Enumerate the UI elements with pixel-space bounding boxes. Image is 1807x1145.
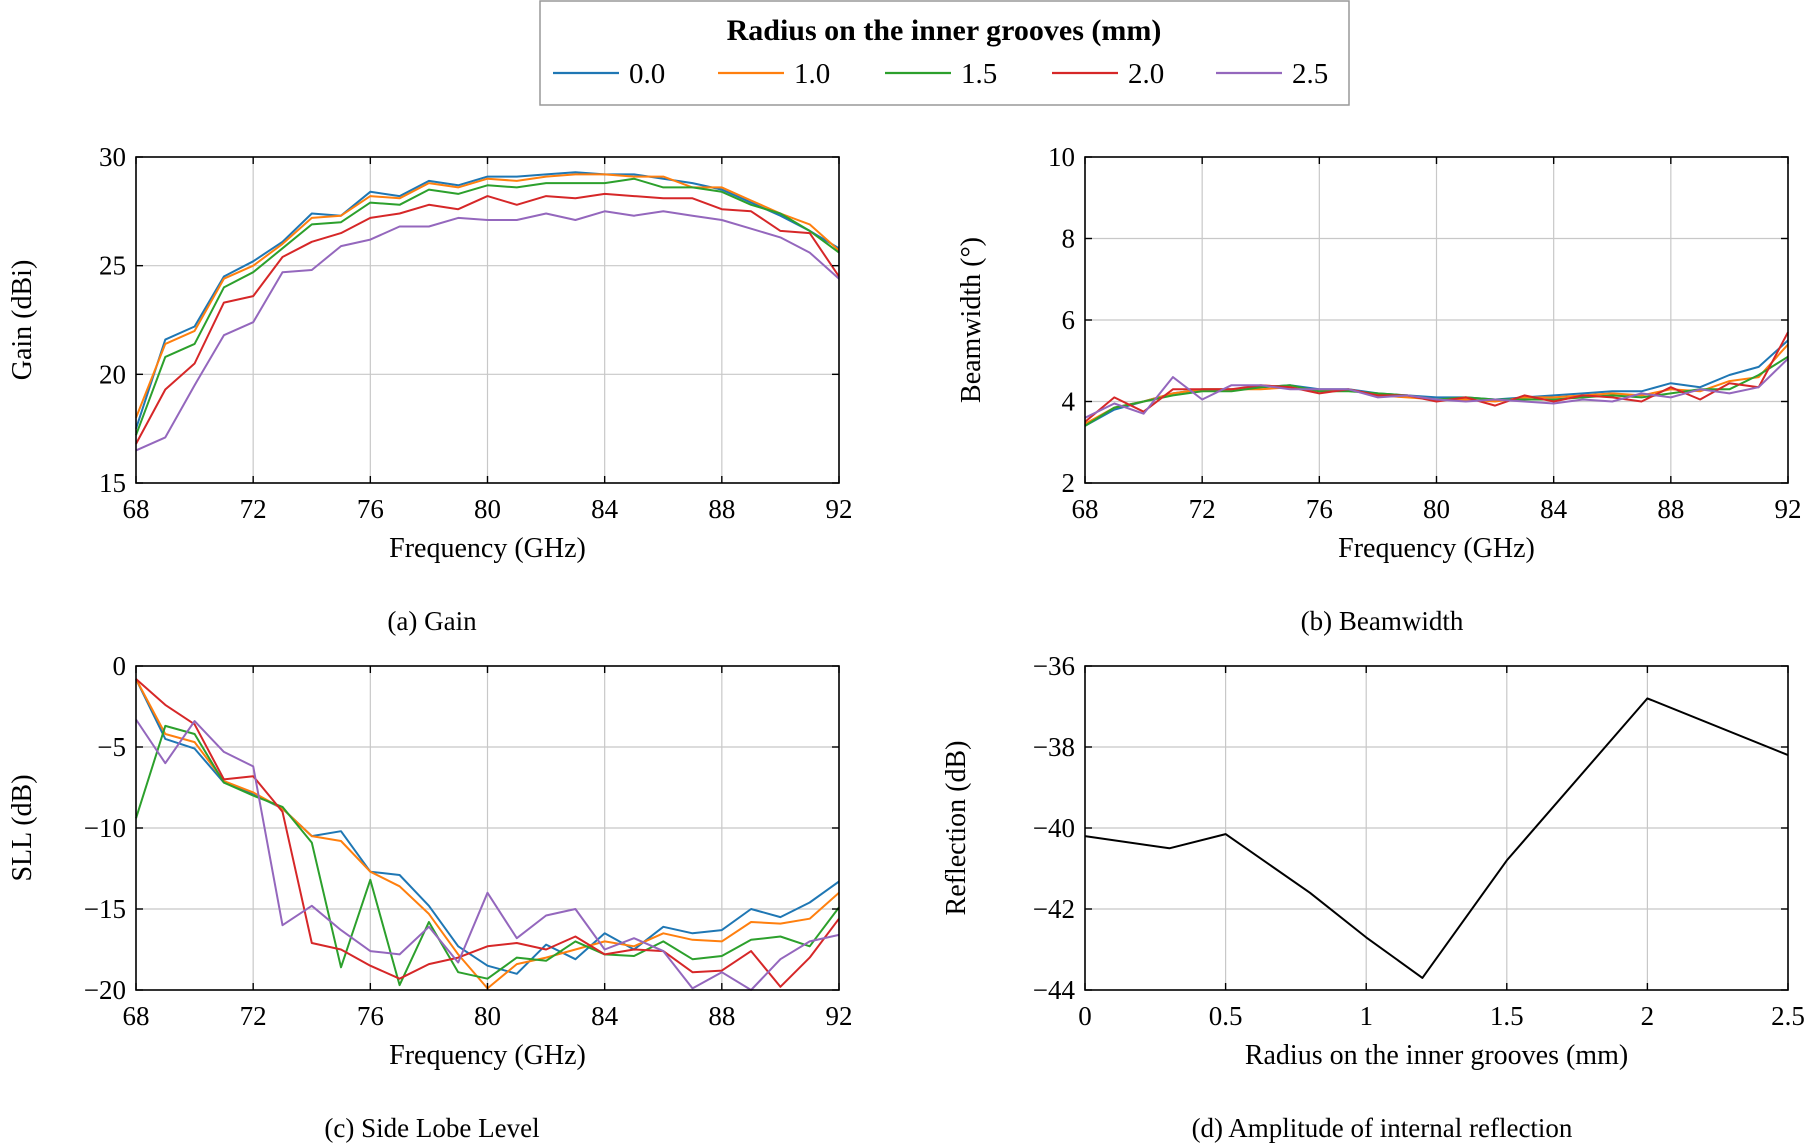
legend-label: 2.5 — [1292, 58, 1328, 90]
series-line-1-5 — [135, 177, 840, 436]
legend-label: 0.0 — [629, 58, 665, 90]
x-tick-label: 76 — [357, 1001, 384, 1031]
series-line-1-5 — [135, 724, 840, 987]
x-tick-label: 84 — [1540, 494, 1568, 524]
y-tick-label: 20 — [99, 359, 126, 389]
y-tick-label: 4 — [1062, 387, 1076, 417]
panel-caption: (a) Gain — [387, 606, 477, 636]
x-tick-label: 1.5 — [1490, 1001, 1524, 1031]
grid — [136, 666, 839, 990]
x-axis-label: Frequency (GHz) — [1338, 533, 1535, 564]
x-axis-label: Radius on the inner grooves (mm) — [1245, 1040, 1628, 1071]
x-tick-label: 88 — [708, 494, 735, 524]
series-group — [135, 171, 840, 452]
panel-gain: (a) Gain 68 72 76 80 84 88 92 15 20 25 30 Frequency… — [7, 142, 853, 636]
x-tick-label: 1 — [1359, 1001, 1373, 1031]
grid — [1085, 666, 1788, 990]
legend: Radius on the inner grooves (mm) 0.0 1.0 1… — [539, 0, 1350, 106]
y-axis-label: Reflection (dB) — [941, 741, 972, 916]
panel-caption: (d) Amplitude of internal reflection — [1192, 1113, 1573, 1143]
x-tick-label: 92 — [826, 1001, 853, 1031]
x-tick-label: 80 — [474, 1001, 501, 1031]
y-tick-label: 8 — [1062, 224, 1076, 254]
y-tick-label: −20 — [84, 975, 126, 1005]
ticks: 0 0.5 1 1.5 2 2.5 −44 −42 −40 −38 −36 — [1033, 651, 1805, 1031]
y-tick-label: −15 — [84, 894, 126, 924]
x-tick-label: 88 — [708, 1001, 735, 1031]
y-tick-label: −5 — [97, 732, 126, 762]
x-axis-label: Frequency (GHz) — [389, 1040, 586, 1071]
series-line-reflection — [1084, 697, 1789, 979]
y-tick-label: 10 — [1048, 142, 1075, 172]
series-line-2-0 — [1084, 331, 1789, 423]
ticks: 68 72 76 80 84 88 92 15 20 25 30 — [99, 142, 853, 524]
y-tick-label: 30 — [99, 142, 126, 172]
x-tick-label: 92 — [826, 494, 853, 524]
x-tick-label: 68 — [123, 494, 150, 524]
x-tick-label: 72 — [240, 1001, 267, 1031]
legend-label: 1.0 — [794, 58, 830, 90]
series-group — [1084, 331, 1789, 427]
series-line-2-5 — [135, 718, 840, 991]
panel-internal-reflection: (d) Amplitude of internal reflection 0 0.… — [941, 651, 1805, 1143]
grid — [136, 157, 839, 483]
series-line-2-5 — [135, 210, 840, 452]
x-tick-label: 80 — [1423, 494, 1450, 524]
legend-label: 1.5 — [961, 58, 997, 90]
legend-frame — [539, 0, 1350, 106]
grid — [1085, 157, 1788, 483]
x-tick-label: 84 — [591, 1001, 619, 1031]
legend-label: 2.0 — [1128, 58, 1164, 90]
series-line-2-5 — [1084, 357, 1789, 419]
legend-entries: 0.0 1.0 1.5 2.0 2.5 — [553, 58, 1328, 90]
x-tick-label: 2.5 — [1771, 1001, 1805, 1031]
series-line-0-0 — [135, 678, 840, 975]
panel-side-lobe-level: (c) Side Lobe Level 68 72 76 80 84 88 92 −20 −15… — [7, 651, 853, 1143]
y-tick-label: 0 — [113, 651, 127, 681]
x-tick-label: 72 — [240, 494, 267, 524]
y-tick-label: −38 — [1033, 732, 1075, 762]
y-axis-label: SLL (dB) — [7, 774, 38, 881]
x-tick-label: 84 — [591, 494, 619, 524]
x-tick-label: 76 — [357, 494, 384, 524]
y-tick-label: 6 — [1062, 305, 1076, 335]
y-tick-label: −40 — [1033, 813, 1075, 843]
y-tick-label: 15 — [99, 468, 126, 498]
x-axis-label: Frequency (GHz) — [389, 533, 586, 564]
x-tick-label: 68 — [1072, 494, 1099, 524]
y-axis-label: Beamwidth (°) — [956, 237, 987, 403]
series-line-2-0 — [135, 678, 840, 988]
series-group — [1084, 697, 1789, 979]
panel-beamwidth: (b) Beamwidth 68 72 76 80 84 88 92246810Freque… — [956, 142, 1802, 636]
series-line-1-0 — [135, 173, 840, 419]
y-tick-label: −42 — [1033, 894, 1075, 924]
x-tick-label: 72 — [1189, 494, 1216, 524]
panel-caption: (c) Side Lobe Level — [324, 1113, 539, 1143]
ticks: 68 72 76 80 84 88 92 −20 −15 −10 −5 0 — [84, 651, 853, 1031]
y-tick-label: −10 — [84, 813, 126, 843]
x-tick-label: 80 — [474, 494, 501, 524]
x-tick-label: 88 — [1657, 494, 1684, 524]
y-tick-label: 2 — [1062, 468, 1076, 498]
panel-caption: (b) Beamwidth — [1301, 606, 1464, 636]
x-tick-label: 2 — [1641, 1001, 1655, 1031]
series-line-2-0 — [135, 192, 840, 445]
x-tick-label: 68 — [123, 1001, 150, 1031]
y-tick-label: 25 — [99, 251, 126, 281]
x-tick-label: 0 — [1078, 1001, 1092, 1031]
legend-title: Radius on the inner grooves (mm) — [727, 14, 1162, 47]
y-axis-label: Gain (dBi) — [7, 260, 38, 381]
x-tick-label: 76 — [1306, 494, 1333, 524]
y-tick-label: −36 — [1033, 651, 1075, 681]
series-line-0-0 — [135, 171, 840, 430]
x-tick-label: 0.5 — [1209, 1001, 1243, 1031]
y-tick-label: −44 — [1033, 975, 1076, 1005]
x-tick-label: 92 — [1775, 494, 1802, 524]
